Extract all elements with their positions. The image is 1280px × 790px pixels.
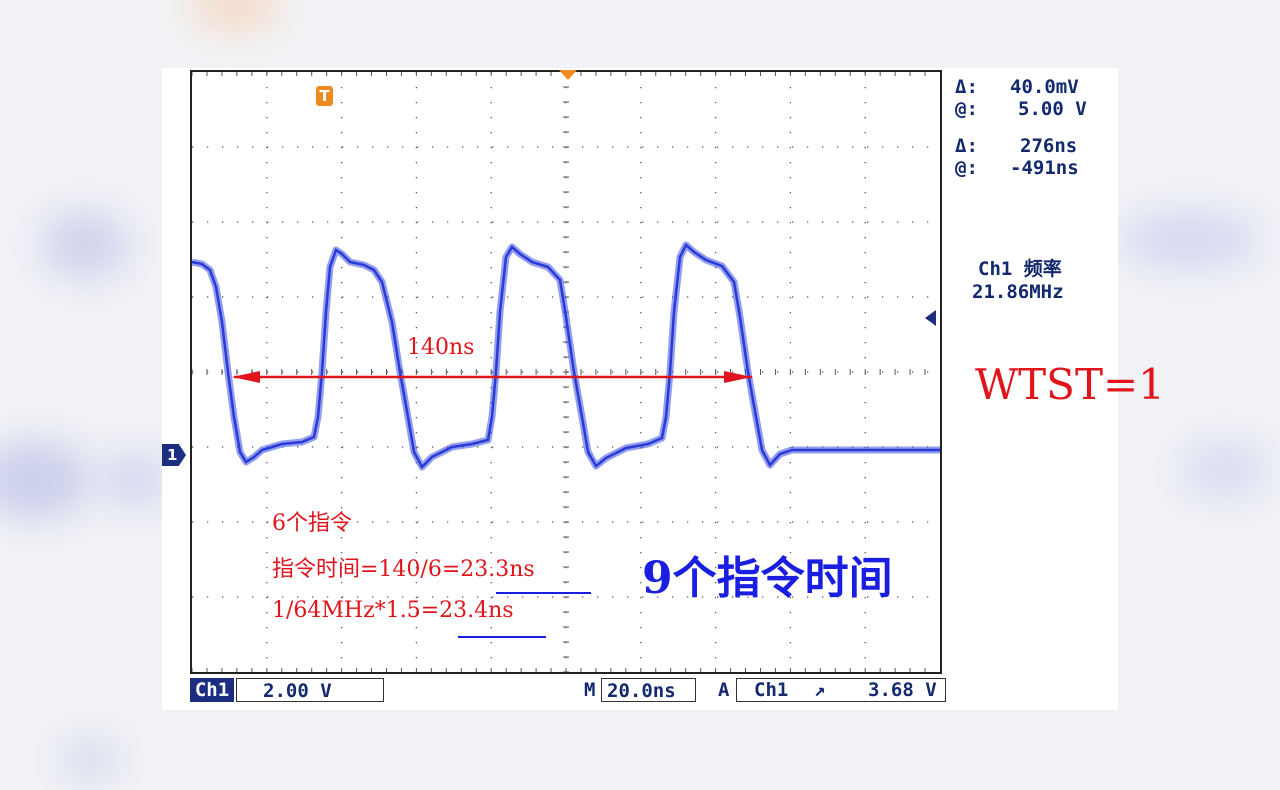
channel1-trace [192, 241, 940, 471]
background-blob [60, 740, 120, 780]
trigger-position-marker [559, 70, 577, 80]
underline-mark [458, 636, 546, 638]
background-blob [0, 440, 90, 520]
trigger-slope-icon: ↗ [814, 679, 826, 701]
cursor-delta-time: 276ns [1020, 135, 1078, 157]
span-arrow-right-head [724, 371, 752, 383]
oscilloscope-display [190, 70, 942, 674]
annotation-wtst: WTST=1 [975, 360, 1165, 409]
background-blob [40, 210, 130, 280]
cursor-at-time: -491ns [1010, 157, 1079, 179]
annotation-clock-calculation: 1/64MHz*1.5=23.4ns [272, 598, 514, 623]
trigger-level-marker [925, 310, 936, 326]
trigger-settings [736, 678, 946, 702]
measurement-label: Ch1 频率 [978, 258, 1062, 280]
annotation-instruction-time: 指令时间=140/6=23.3ns [272, 557, 535, 582]
cursor-delta-voltage: 40.0mV [1010, 76, 1079, 98]
graticule-center-ticks [192, 72, 926, 672]
trigger-source: Ch1 [754, 679, 789, 701]
waveform-plot [192, 72, 940, 672]
background-blob [1120, 210, 1260, 270]
trigger-marker-icon: T [316, 86, 333, 106]
cursor-at-voltage: 5.00 V [1018, 98, 1087, 120]
timebase-label: M [584, 679, 596, 701]
background-blob [1180, 440, 1270, 500]
status-bar: Ch1 2.00 V M 20.0ns A Ch1 ↗ 3.68 V [190, 678, 946, 704]
trigger-mode-label: A [718, 679, 730, 701]
channel1-ground-marker: 1 [162, 444, 186, 466]
underline-mark [496, 592, 591, 594]
annotation-nine-instructions: 9个指令时间 [642, 553, 893, 604]
cursor-at-time-label: @: [955, 157, 978, 179]
span-arrow-left-head [232, 371, 260, 383]
span-label: 140ns [407, 335, 475, 360]
timebase-value: 20.0ns [601, 678, 696, 702]
annotation-instruction-count: 6个指令 [272, 511, 352, 536]
background-blob [190, 0, 280, 30]
background-blob [95, 450, 175, 510]
cursor-delta-time-label: Δ: [955, 135, 978, 157]
trigger-level: 3.68 V [868, 679, 937, 701]
channel1-trace-core [192, 242, 940, 470]
measurement-value: 21.86MHz [972, 281, 1064, 303]
cursor-delta-voltage-label: Δ: [955, 76, 978, 98]
volts-per-div: 2.00 V [236, 678, 384, 702]
cursor-at-voltage-label: @: [955, 98, 978, 120]
channel-badge: Ch1 [190, 678, 234, 702]
